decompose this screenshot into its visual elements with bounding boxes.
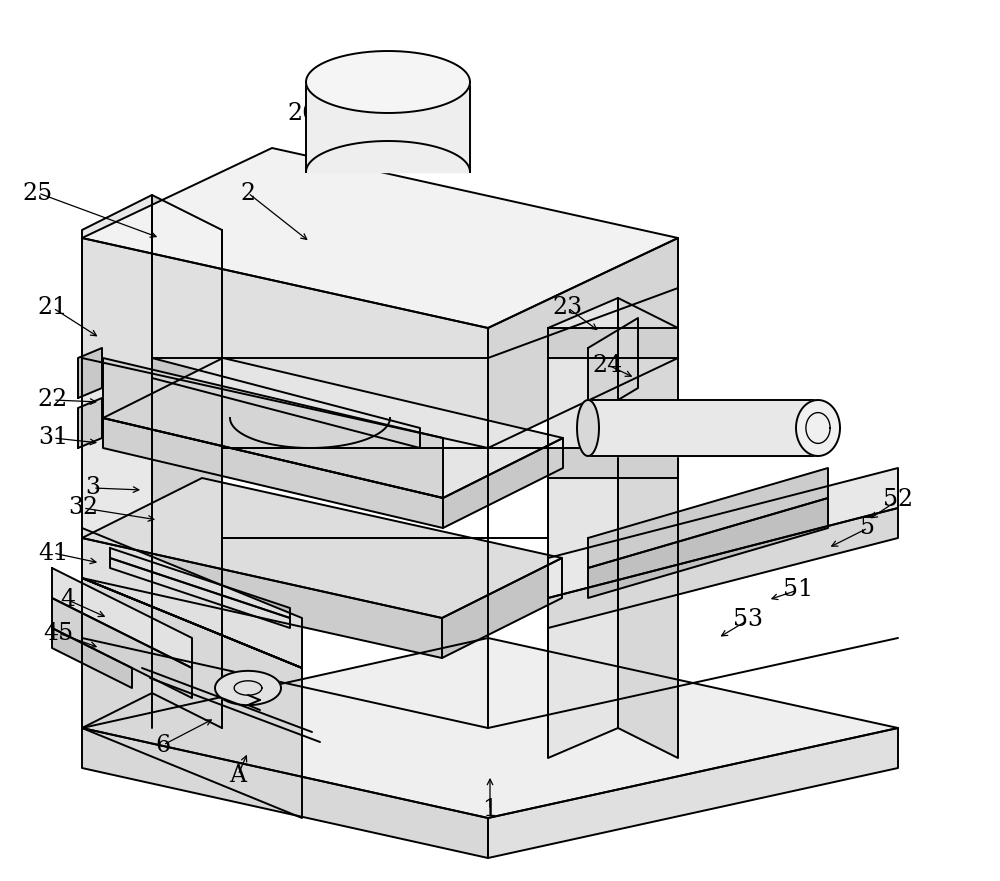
Polygon shape: [78, 348, 102, 398]
Polygon shape: [152, 358, 420, 448]
Polygon shape: [548, 468, 898, 598]
Polygon shape: [588, 468, 828, 568]
Text: 26: 26: [288, 101, 318, 124]
Polygon shape: [548, 448, 678, 478]
Text: 24: 24: [593, 353, 623, 376]
Text: 52: 52: [883, 488, 913, 512]
Polygon shape: [82, 478, 562, 618]
Text: 41: 41: [38, 542, 68, 565]
Polygon shape: [588, 498, 828, 598]
Text: 1: 1: [482, 798, 498, 821]
Text: 45: 45: [43, 621, 73, 645]
Polygon shape: [618, 298, 678, 758]
Polygon shape: [306, 82, 470, 172]
Polygon shape: [548, 508, 898, 628]
Polygon shape: [78, 398, 102, 448]
Polygon shape: [215, 670, 281, 705]
Polygon shape: [82, 148, 678, 328]
Polygon shape: [588, 318, 638, 418]
Text: 32: 32: [68, 497, 98, 520]
Polygon shape: [103, 358, 443, 498]
Text: 3: 3: [86, 477, 100, 500]
Text: 5: 5: [860, 516, 876, 539]
Polygon shape: [577, 400, 599, 456]
Polygon shape: [548, 298, 618, 758]
Polygon shape: [82, 578, 302, 818]
Text: 2: 2: [240, 181, 256, 204]
Polygon shape: [110, 558, 290, 628]
Text: 4: 4: [60, 589, 76, 611]
Polygon shape: [82, 528, 302, 668]
Text: 53: 53: [733, 609, 763, 632]
Polygon shape: [82, 195, 152, 728]
Polygon shape: [82, 578, 302, 668]
Polygon shape: [443, 438, 563, 528]
Polygon shape: [588, 400, 818, 456]
Polygon shape: [796, 400, 840, 456]
Polygon shape: [52, 598, 192, 698]
Polygon shape: [548, 328, 678, 358]
Text: 23: 23: [553, 297, 583, 320]
Polygon shape: [82, 238, 488, 448]
Polygon shape: [82, 538, 442, 658]
Polygon shape: [442, 558, 562, 658]
Polygon shape: [110, 548, 290, 618]
Polygon shape: [82, 728, 488, 858]
Polygon shape: [488, 728, 898, 858]
Polygon shape: [103, 418, 443, 528]
Polygon shape: [52, 568, 192, 668]
Polygon shape: [488, 238, 678, 448]
Text: 22: 22: [38, 389, 68, 411]
Text: 21: 21: [38, 297, 68, 320]
Text: A: A: [230, 764, 246, 787]
Polygon shape: [152, 195, 222, 728]
Text: 25: 25: [23, 181, 53, 204]
Polygon shape: [82, 638, 898, 818]
Polygon shape: [103, 358, 563, 498]
Text: 31: 31: [38, 426, 68, 449]
Text: 6: 6: [155, 734, 171, 757]
Polygon shape: [52, 628, 132, 688]
Text: 51: 51: [783, 579, 813, 602]
Polygon shape: [306, 51, 470, 113]
